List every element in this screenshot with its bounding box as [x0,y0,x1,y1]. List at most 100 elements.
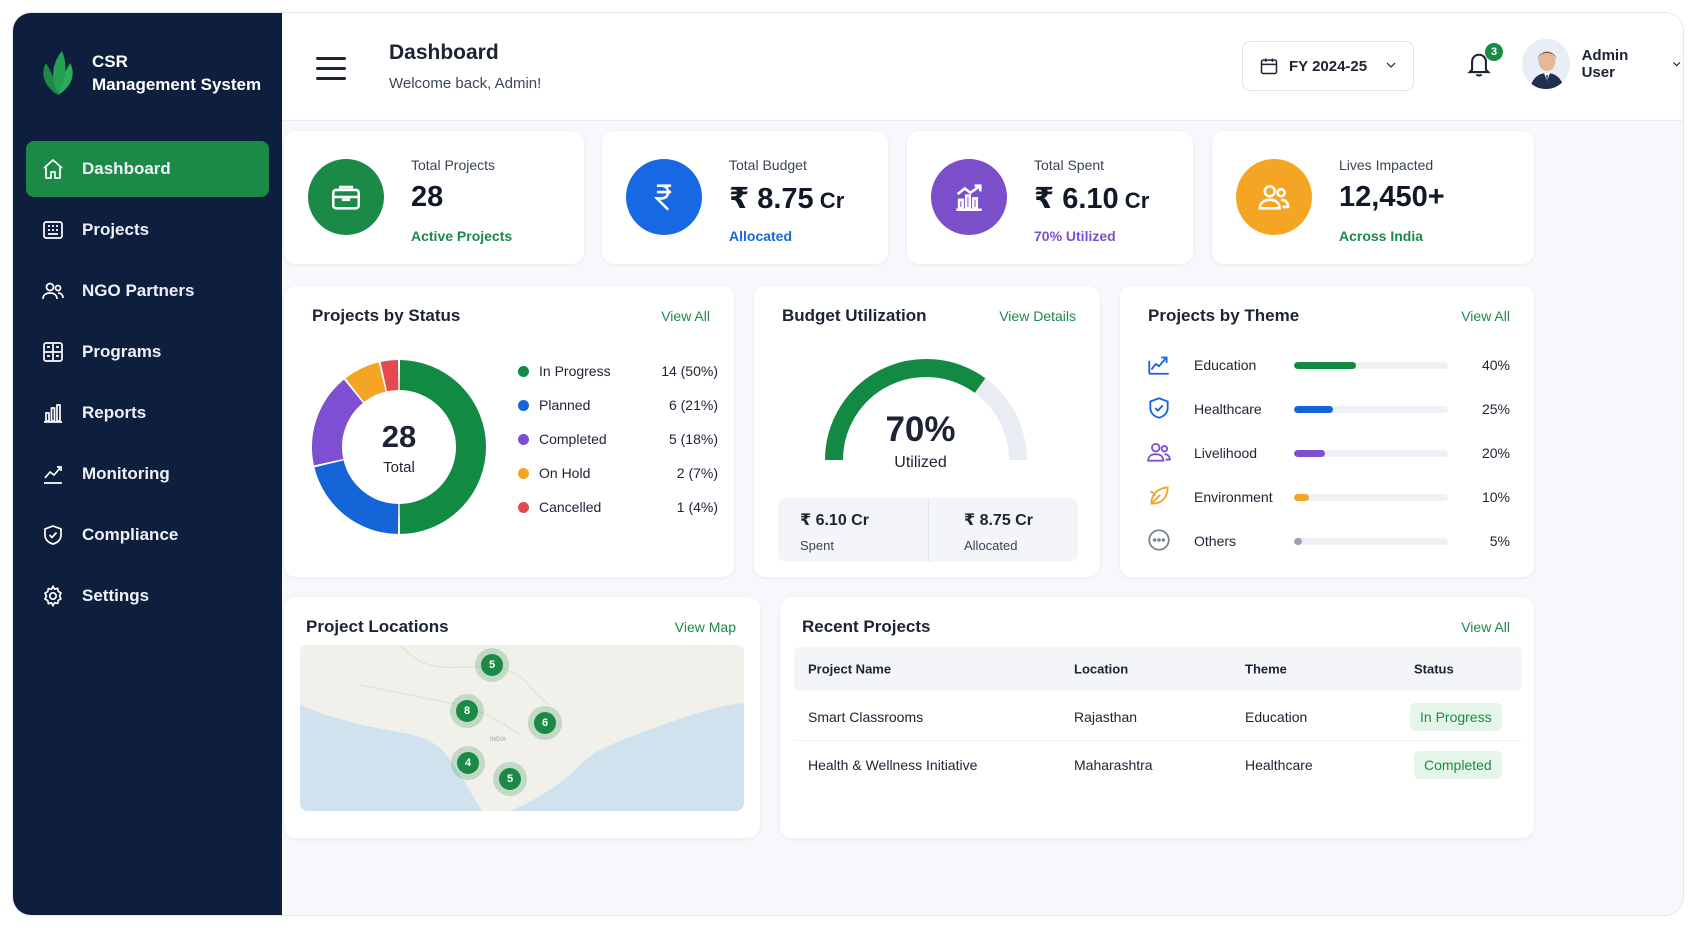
people-icon [1236,159,1312,235]
menu-toggle-icon[interactable] [316,57,346,81]
partners-icon [40,278,66,304]
sidebar-item-dashboard[interactable]: Dashboard [26,141,269,197]
theme-progress-track [1294,538,1448,545]
bell-icon [1467,53,1491,77]
kpi-value: 28 [411,181,444,213]
kpi-card-lives-impacted[interactable]: Lives Impacted 12,450+ Across India [1212,131,1534,264]
column-header: Location [1074,661,1129,677]
sidebar-item-programs[interactable]: Programs [26,324,269,380]
donut-total-value: 28 [381,419,417,454]
theme-progress-track [1294,406,1448,413]
sidebar-item-projects[interactable]: Projects [26,202,269,258]
legend-item: Completed 5 (18%) [518,431,718,447]
donut-slice-planned[interactable] [314,459,399,534]
card-title: Budget Utilization [782,306,927,325]
fiscal-year-select[interactable]: FY 2024-25 [1242,41,1414,91]
map-marker[interactable]: 4 [457,752,479,774]
theme-row-environment: Environment 10% [1146,483,1510,513]
sidebar-item-label: Settings [82,586,150,605]
donut-slice-cancelled[interactable] [380,360,399,392]
view-details-link[interactable]: View Details [999,308,1076,324]
programs-icon [40,339,66,365]
budget-gauge [825,359,1027,461]
theme-progress-fill [1294,450,1325,457]
gauge-fill [825,359,986,461]
shield-icon [40,522,66,548]
map-background: INDIA [300,645,744,811]
map-marker[interactable]: 5 [499,768,521,790]
legend-item: On Hold 2 (7%) [518,465,718,481]
sidebar-item-label: Compliance [82,525,179,544]
kpi-subtext: Across India [1339,228,1424,244]
page-title: Dashboard [389,41,499,64]
sidebar-item-reports[interactable]: Reports [26,385,269,441]
column-header: Theme [1245,661,1287,677]
kpi-label: Total Spent [1034,157,1105,173]
theme-row-others: Others 5% [1146,527,1510,557]
kpi-card-total-spent[interactable]: Total Spent ₹ 6.10 Cr 70% Utilized [907,131,1193,264]
page-subtitle: Welcome back, Admin! [389,75,542,92]
calendar-icon [1260,58,1278,75]
table-header: Project Name Location Theme Status [794,647,1522,691]
status-badge: Completed [1414,751,1502,779]
legend-dot [518,467,529,479]
legend-item: Cancelled 1 (4%) [518,499,718,515]
chevron-down-icon [1672,61,1681,67]
brand[interactable]: CSR Management System [38,49,261,97]
projects-by-theme-card: Projects by Theme View All Education 40%… [1120,286,1534,577]
notifications-button[interactable]: 3 [1465,43,1503,83]
status-badge: In Progress [1410,702,1502,731]
sidebar-item-label: Programs [82,342,162,361]
kpi-label: Lives Impacted [1339,157,1434,173]
projects-by-status-card: Projects by Status View All 28 Total In … [284,286,734,577]
theme-progress-track [1294,494,1448,501]
theme-progress-fill [1294,362,1356,369]
sidebar-nav: Dashboard Projects NGO Partners Programs… [26,141,269,629]
donut-slice-on-hold[interactable] [345,362,387,403]
theme-row-livelihood: Livelihood 20% [1146,439,1510,469]
sidebar-item-monitoring[interactable]: Monitoring [26,446,269,502]
sidebar-item-ngo-partners[interactable]: NGO Partners [26,263,269,319]
top-header: Dashboard Welcome back, Admin! FY 2024-2… [282,13,1683,121]
budget-summary: ₹ 6.10 Cr Spent ₹ 8.75 Cr Allocated [778,498,1078,562]
chevron-down-icon [1386,62,1396,68]
education-icon [1146,351,1174,379]
kpi-subtext: Allocated [729,228,793,244]
gauge-label: Utilized [894,454,947,471]
sidebar-item-label: Reports [82,403,147,422]
kpi-card-total-projects[interactable]: Total Projects 28 Active Projects [284,131,584,264]
donut-slice-completed[interactable] [312,379,364,466]
notification-count-badge: 3 [1485,43,1503,61]
reports-icon [40,400,66,426]
user-menu[interactable]: Admin User [1522,39,1683,89]
sidebar-item-label: NGO Partners [82,281,195,300]
map-marker[interactable]: 6 [534,712,556,734]
sidebar-item-settings[interactable]: Settings [26,568,269,624]
view-all-link[interactable]: View All [661,308,710,324]
theme-progress-track [1294,362,1448,369]
kpi-subtext: 70% Utilized [1034,228,1116,244]
table-row[interactable]: Health & Wellness Initiative Maharashtra… [794,741,1522,789]
legend-dot [518,501,529,513]
legend-dot [518,365,529,377]
sidebar-item-compliance[interactable]: Compliance [26,507,269,563]
kpi-card-total-budget[interactable]: Total Budget ₹ 8.75 Cr Allocated [602,131,888,264]
view-map-link[interactable]: View Map [674,619,736,635]
view-all-link[interactable]: View All [1461,619,1510,635]
card-title: Projects by Status [312,306,461,325]
map-marker[interactable]: 8 [456,700,478,722]
map-marker[interactable]: 5 [481,654,503,676]
india-map[interactable]: INDIA 5 8 6 4 5 [300,645,744,811]
sidebar-item-label: Monitoring [82,464,170,483]
legend-dot [518,433,529,445]
donut-slice-in-progress[interactable] [399,360,486,534]
view-all-link[interactable]: View All [1461,308,1510,324]
sidebar-item-label: Projects [82,220,150,239]
table-row[interactable]: Smart Classrooms Rajasthan Education In … [794,693,1522,741]
kpi-label: Total Budget [729,157,807,173]
card-title: Recent Projects [802,617,931,636]
theme-progress-track [1294,450,1448,457]
briefcase-icon [308,159,384,235]
chart-growth-icon [931,159,1007,235]
recent-projects-card: Recent Projects View All Project Name Lo… [780,597,1534,838]
